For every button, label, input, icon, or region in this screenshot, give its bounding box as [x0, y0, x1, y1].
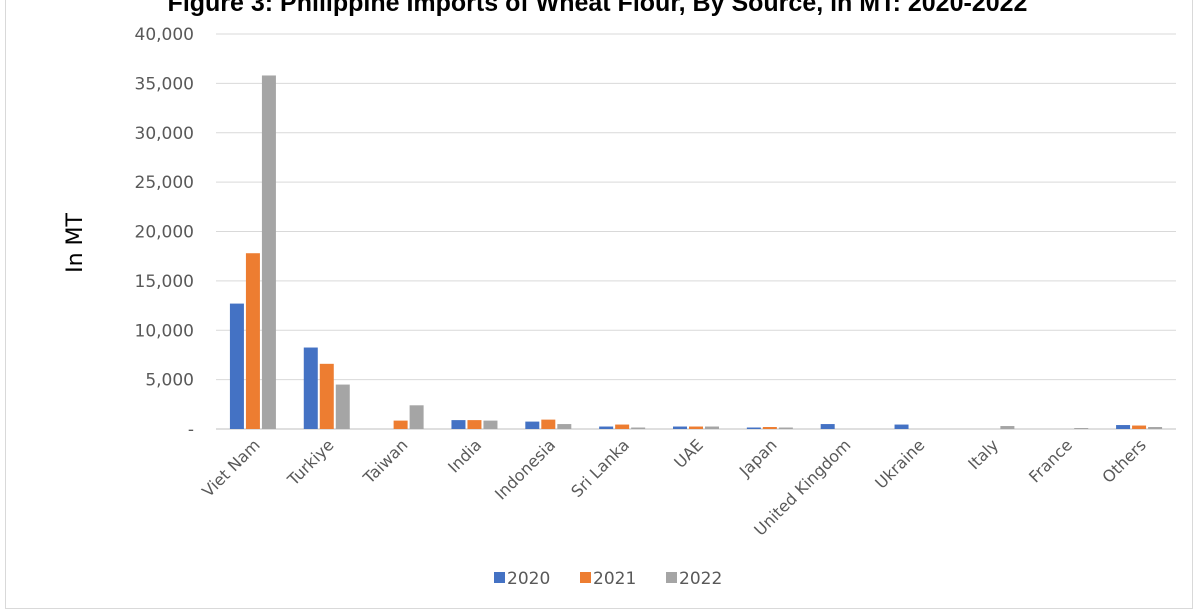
y-tick-label: 5,000: [145, 371, 194, 391]
x-tick-label: Viet Nam: [198, 435, 263, 500]
chart-title: Figure 3: Philippine Imports of Wheat Fl…: [167, 0, 1028, 17]
x-tick-label: Ukraine: [871, 435, 928, 492]
x-tick-label: Turkiye: [283, 435, 338, 490]
x-tick-label: Sri Lanka: [567, 435, 633, 501]
bar-2020: [1116, 425, 1131, 429]
bar-2021: [541, 419, 556, 429]
legend-label: 2020: [507, 569, 550, 589]
bar-2022: [335, 384, 350, 429]
bar-2022: [557, 424, 572, 429]
bar-2022: [705, 426, 719, 429]
x-tick-label: UAE: [670, 435, 707, 472]
y-tick-label: 15,000: [135, 272, 194, 292]
bar-2021: [762, 427, 777, 429]
legend-label: 2021: [593, 569, 636, 589]
legend-label: 2022: [679, 569, 722, 589]
legend-swatch-2021: [580, 572, 591, 583]
bar-2021: [319, 363, 334, 429]
y-tick-label: 20,000: [135, 223, 194, 243]
x-tick-label: Others: [1098, 435, 1149, 486]
bar-2021: [689, 426, 703, 429]
bar-2021: [245, 253, 260, 429]
bar-2020: [820, 424, 835, 429]
x-tick-label: Indonesia: [491, 435, 559, 503]
bar-2022: [631, 427, 646, 429]
bar-2022: [261, 75, 276, 429]
bar-2022: [409, 405, 424, 429]
y-axis-title: In MT: [63, 213, 88, 273]
x-tick-label: Italy: [964, 435, 1002, 473]
bar-2020: [746, 427, 761, 429]
bar-2022: [483, 420, 498, 429]
bar-2022: [1000, 426, 1015, 429]
y-tick-label: 30,000: [135, 124, 194, 144]
bar-2021: [615, 424, 630, 429]
bar-2020: [229, 303, 244, 429]
y-tick-label: 25,000: [135, 173, 194, 193]
x-tick-label: India: [444, 435, 485, 476]
y-tick-label: 35,000: [135, 74, 194, 94]
y-tick-label: 40,000: [135, 25, 194, 45]
bar-2022: [1074, 428, 1089, 429]
x-tick-label: Japan: [735, 435, 781, 481]
y-tick-label: -: [188, 420, 194, 440]
bar-2022: [778, 427, 793, 429]
y-tick-label: 10,000: [135, 321, 194, 341]
bar-2020: [525, 421, 540, 429]
bar-2022: [1148, 427, 1163, 429]
x-tick-label: France: [1025, 435, 1076, 486]
bar-2021: [1132, 425, 1147, 429]
bar-2020: [894, 424, 909, 429]
x-tick-label: Taiwan: [359, 435, 412, 488]
chart-frame: [5, 0, 1193, 609]
legend-swatch-2022: [666, 572, 677, 583]
bar-2020: [303, 347, 318, 429]
bar-2020: [673, 426, 687, 429]
legend-swatch-2020: [494, 572, 505, 583]
bar-2020: [599, 426, 614, 429]
bar-2021: [393, 420, 408, 429]
bar-2021: [467, 420, 482, 429]
bar-2020: [451, 420, 466, 429]
